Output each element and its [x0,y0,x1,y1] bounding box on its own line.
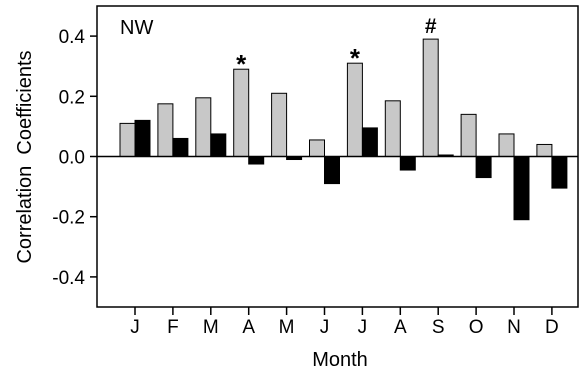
x-tick-label: J [130,317,140,338]
bar-series1-3 [195,97,212,157]
y-tick-label: 0.4 [59,27,86,48]
y-tick-label: -0.2 [52,208,85,229]
x-tick-label: J [358,317,368,338]
x-tick-label: J [320,317,330,338]
x-axis-title: Month [312,349,368,371]
x-tick-label: F [167,317,179,338]
bar-series2-2 [172,137,189,158]
bar-series1-1 [119,122,136,157]
x-tick-label: O [469,317,484,338]
bar-series2-10 [475,156,492,179]
x-tick-label: A [394,317,407,338]
bar-series1-12 [536,143,553,158]
x-tick-label: D [545,317,559,338]
significance-asterisk: * [236,49,247,79]
bar-series1-11 [498,133,515,158]
bar-series1-4 [233,68,250,157]
panel-label: NW [120,17,153,39]
bar-series2-1 [134,119,151,157]
significance-markers: * * # [236,15,437,79]
y-axis-ticks: -0.4 -0.2 0.0 0.2 0.4 [52,27,97,289]
bar-series2-11 [513,156,530,221]
bar-series2-4 [248,156,265,165]
significance-asterisk: * [350,43,361,73]
bar-series1-9 [422,38,439,157]
bar-series1-7 [346,62,363,157]
bar-series1-2 [157,103,174,157]
bar-series1-5 [271,92,288,157]
y-tick-label: -0.4 [52,268,85,289]
bar-series2-7 [361,127,378,157]
y-axis-title: Correlation Coefficients [14,50,36,263]
x-tick-label: M [203,317,219,338]
y-tick-label: 0.2 [59,87,85,108]
x-tick-label: M [279,317,295,338]
x-tick-label: A [242,317,255,338]
bar-series2-12 [551,156,568,189]
significance-hash: # [425,15,437,38]
bar-series1-8 [384,100,401,158]
bar-series1-10 [460,113,477,157]
x-tick-label: S [432,317,445,338]
bar-series1-6 [309,139,325,158]
bars-layer [119,38,568,221]
bar-series2-6 [324,156,340,185]
bar-series2-3 [210,133,227,158]
bar-series2-8 [399,156,416,171]
y-tick-label: 0.0 [59,148,85,169]
x-tick-label: N [507,317,521,338]
